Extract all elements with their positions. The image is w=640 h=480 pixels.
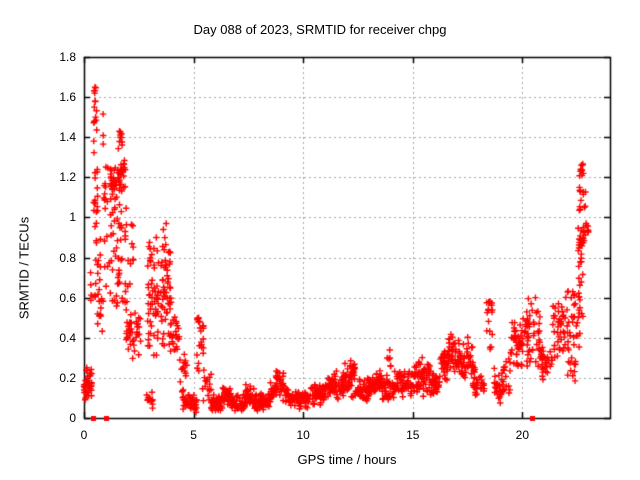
x-axis-label: GPS time / hours: [297, 452, 397, 467]
y-tick-label: 0: [69, 411, 76, 425]
y-tick-label: 1.4: [59, 130, 76, 145]
y-tick-label: 1.8: [59, 50, 76, 64]
y-tick-label: 1.6: [59, 90, 76, 105]
y-tick-label: 0.8: [59, 250, 76, 265]
y-tick-label: 1.2: [59, 170, 76, 185]
y-tick-label: 1: [69, 210, 76, 225]
x-tick-label: 10: [296, 428, 310, 442]
y-tick-label: 0.2: [59, 370, 76, 385]
x-tick-label: 15: [406, 428, 420, 442]
x-tick-label: 5: [190, 428, 197, 442]
y-tick-label: 0.4: [59, 330, 76, 345]
x-tick-label: 20: [515, 428, 529, 442]
x-tick-label: 0: [80, 428, 88, 442]
y-tick-label: 0.6: [59, 290, 76, 305]
chart-title: Day 088 of 2023, SRMTID for receiver chp…: [193, 22, 447, 37]
